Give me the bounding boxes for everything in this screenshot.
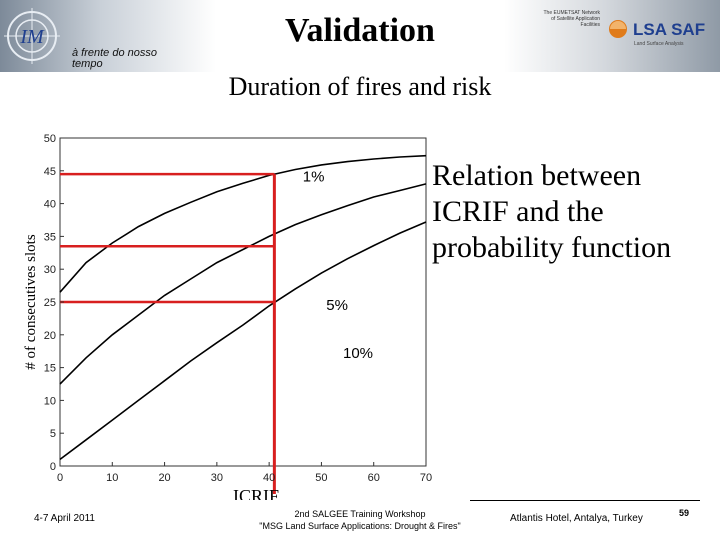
y-tick-label: 10 xyxy=(44,395,56,407)
relation-note: Relation between ICRIF and the probabili… xyxy=(432,158,671,266)
y-tick-label: 25 xyxy=(44,297,56,309)
x-tick-label: 20 xyxy=(158,472,170,484)
footer-workshop-line1: 2nd SALGEE Training Workshop xyxy=(294,509,426,519)
x-tick-label: 60 xyxy=(368,472,380,484)
footer-workshop: 2nd SALGEE Training Workshop "MSG Land S… xyxy=(0,508,720,532)
im-logo-text: IM xyxy=(19,26,45,48)
header-banner xyxy=(0,0,720,72)
x-tick-label: 70 xyxy=(420,472,432,484)
y-tick-label: 35 xyxy=(44,231,56,243)
y-tick-label: 20 xyxy=(44,330,56,342)
x-tick-label: 50 xyxy=(315,472,327,484)
relation-note-line3: probability function xyxy=(432,231,672,264)
tagline-line2: tempo xyxy=(72,58,103,70)
y-tick-label: 5 xyxy=(50,428,56,440)
tagline: à frente do nosso tempo xyxy=(72,48,157,70)
footer-date: 4-7 April 2011 xyxy=(34,513,95,524)
x-tick-label: 10 xyxy=(106,472,118,484)
series-label: 10% xyxy=(343,345,373,362)
y-tick-label: 30 xyxy=(44,264,56,276)
im-logo: IM xyxy=(4,8,60,64)
series-label: 5% xyxy=(326,297,348,314)
lsa-saf-logo: LSA SAF Land Surface Analysis xyxy=(609,20,705,47)
page-title: Validation xyxy=(285,12,435,49)
footer-venue: Atlantis Hotel, Antalya, Turkey xyxy=(510,513,643,524)
footer-divider xyxy=(470,500,700,501)
series-label: 1% xyxy=(303,168,325,185)
lsa-saf-logo-text: LSA SAF xyxy=(633,20,705,39)
x-axis-label: ICRIF xyxy=(233,486,279,500)
probability-chart: 0 10 20 30 40 50 60 70 0 5 10 15 20 25 30 35 40 45 50 1% 5… xyxy=(23,133,432,500)
y-tick-label: 40 xyxy=(44,199,56,211)
lsa-saf-logo-subtext: Land Surface Analysis xyxy=(634,41,684,47)
footer-workshop-line2: "MSG Land Surface Applications: Drought … xyxy=(259,521,461,531)
y-tick-label: 15 xyxy=(44,363,56,375)
relation-note-line1: Relation between xyxy=(432,159,642,192)
y-tick-label: 50 xyxy=(44,133,56,145)
page-subtitle: Duration of fires and risk xyxy=(228,72,492,101)
series-line-0 xyxy=(59,154,427,293)
tagline-line1: à frente do nosso xyxy=(72,47,158,59)
x-tick-label: 40 xyxy=(263,472,275,484)
page-number: 59 xyxy=(679,508,690,518)
relation-note-line2: ICRIF and the xyxy=(432,195,604,228)
saf-network-text: The EUMETSAT Network of Satellite Applic… xyxy=(543,10,601,28)
series-line-2 xyxy=(59,221,427,461)
y-tick-label: 45 xyxy=(44,166,56,178)
y-axis-label: # of consecutives slots xyxy=(23,234,39,370)
x-tick-label: 30 xyxy=(211,472,223,484)
x-tick-label: 0 xyxy=(57,472,63,484)
series-line-1 xyxy=(59,183,427,385)
y-tick-label: 0 xyxy=(50,461,56,473)
